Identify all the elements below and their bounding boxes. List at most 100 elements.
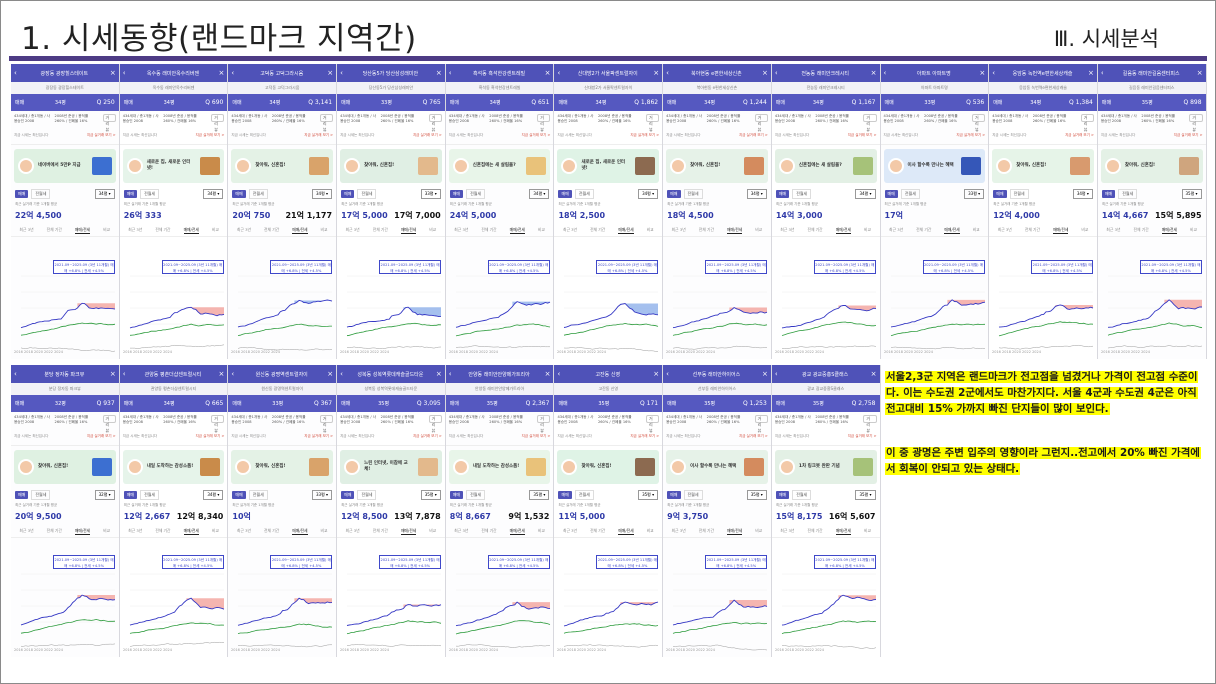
real-trade-link[interactable]: 지금 실거래 보기 > bbox=[847, 133, 877, 137]
ad-banner[interactable]: 네이버에서 5만P 지급 bbox=[14, 149, 116, 183]
trade-filter[interactable]: 매매 bbox=[341, 401, 351, 407]
tab-trade[interactable]: 매매 bbox=[123, 491, 138, 499]
back-icon[interactable]: ‹ bbox=[666, 69, 669, 77]
period-tab[interactable]: 전체 기간 bbox=[155, 528, 171, 533]
period-tab[interactable]: 매매/전세 bbox=[183, 227, 199, 234]
trade-filter[interactable]: 매매 bbox=[667, 401, 677, 407]
close-icon[interactable]: × bbox=[653, 370, 660, 378]
area-filter[interactable]: 34평 bbox=[163, 100, 175, 106]
period-tab[interactable]: 매매/전세 bbox=[944, 227, 960, 234]
area-filter[interactable]: 34평 bbox=[163, 401, 175, 407]
area-filter[interactable]: 35평 bbox=[1141, 100, 1153, 106]
trade-filter[interactable]: 매매 bbox=[232, 100, 242, 106]
trade-filter[interactable]: 매매 bbox=[123, 401, 133, 407]
period-tab[interactable]: 최근 3년 bbox=[780, 528, 795, 533]
period-tab[interactable]: 비교 bbox=[320, 528, 328, 533]
period-tab[interactable]: 전체 기간 bbox=[916, 227, 932, 232]
listing-count[interactable]: Q 171 bbox=[640, 400, 659, 407]
streetview-button[interactable]: 거리뷰 bbox=[319, 114, 334, 132]
trade-filter[interactable]: 매매 bbox=[558, 100, 568, 106]
close-icon[interactable]: × bbox=[218, 69, 225, 77]
real-trade-link[interactable]: 지금 실거래 보기 > bbox=[847, 434, 877, 438]
real-trade-link[interactable]: 지금 실거래 보기 > bbox=[195, 434, 225, 438]
tab-trade[interactable]: 매매 bbox=[993, 190, 1007, 198]
trade-filter[interactable]: 매매 bbox=[884, 100, 894, 106]
period-tab[interactable]: 비교 bbox=[103, 227, 111, 232]
period-tab[interactable]: 최근 3년 bbox=[671, 227, 686, 232]
streetview-button[interactable]: 거리뷰 bbox=[1080, 114, 1094, 132]
period-tab[interactable]: 최근 3년 bbox=[128, 227, 143, 232]
streetview-button[interactable]: 거리뷰 bbox=[102, 114, 116, 132]
tab-rent[interactable]: 전월세 bbox=[1009, 189, 1029, 199]
listing-count[interactable]: Q 651 bbox=[531, 99, 550, 106]
area-select[interactable]: 34평 ▾ bbox=[746, 189, 767, 199]
trade-filter[interactable]: 매매 bbox=[775, 401, 786, 407]
tab-rent[interactable]: 전월세 bbox=[574, 490, 594, 500]
streetview-button[interactable]: 거리뷰 bbox=[972, 114, 986, 132]
ad-banner[interactable]: 찾아줘, 신혼집! bbox=[992, 149, 1094, 183]
area-filter[interactable]: 34평 bbox=[812, 100, 824, 106]
ad-banner[interactable]: 내일 도착하는 감성소품! bbox=[448, 450, 551, 484]
streetview-button[interactable]: 거리뷰 bbox=[102, 415, 116, 433]
period-tab[interactable]: 전체 기간 bbox=[264, 528, 280, 533]
real-trade-link[interactable]: 지금 실거래 보기 > bbox=[304, 133, 334, 137]
back-icon[interactable]: ‹ bbox=[774, 370, 778, 378]
real-trade-link[interactable]: 지금 실거래 보기 > bbox=[630, 133, 660, 137]
tab-rent[interactable]: 전월세 bbox=[683, 189, 703, 199]
tab-rent[interactable]: 전월세 bbox=[900, 189, 920, 199]
tab-trade[interactable]: 매매 bbox=[558, 491, 572, 499]
trade-filter[interactable]: 매매 bbox=[775, 100, 786, 106]
area-filter[interactable]: 33평 bbox=[924, 100, 936, 106]
period-tab[interactable]: 매매/전세 bbox=[400, 227, 417, 234]
period-tab[interactable]: 전체 기간 bbox=[1133, 227, 1149, 232]
area-select[interactable]: 35평 ▾ bbox=[746, 490, 767, 500]
back-icon[interactable]: ‹ bbox=[448, 370, 452, 378]
period-tab[interactable]: 최근 3년 bbox=[128, 528, 143, 533]
back-icon[interactable]: ‹ bbox=[340, 69, 343, 77]
tab-trade[interactable]: 매매 bbox=[232, 190, 246, 198]
period-tab[interactable]: 매매/전세 bbox=[400, 528, 417, 535]
period-tab[interactable]: 최근 3년 bbox=[997, 227, 1012, 232]
period-tab[interactable]: 매매/전세 bbox=[183, 528, 199, 535]
period-tab[interactable]: 전체 기간 bbox=[46, 528, 62, 533]
trade-filter[interactable]: 매매 bbox=[1101, 100, 1112, 106]
area-select[interactable]: 33평 ▾ bbox=[420, 189, 441, 199]
close-icon[interactable]: × bbox=[979, 69, 986, 77]
back-icon[interactable]: ‹ bbox=[122, 69, 126, 77]
area-select[interactable]: 32평 ▾ bbox=[94, 490, 115, 500]
period-tab[interactable]: 전체 기간 bbox=[698, 528, 714, 533]
period-tab[interactable]: 비교 bbox=[1190, 227, 1198, 232]
tab-rent[interactable]: 전월세 bbox=[1118, 189, 1138, 199]
tab-rent[interactable]: 전월세 bbox=[574, 189, 594, 199]
listing-count[interactable]: Q 3,141 bbox=[308, 99, 333, 106]
area-filter[interactable]: 35평 bbox=[812, 401, 824, 407]
area-filter[interactable]: 34평 bbox=[54, 100, 66, 106]
area-filter[interactable]: 34평 bbox=[1030, 100, 1042, 106]
period-tab[interactable]: 비교 bbox=[1081, 227, 1089, 232]
real-trade-link[interactable]: 지금 실거래 보기 > bbox=[630, 434, 660, 438]
streetview-button[interactable]: 거리뷰 bbox=[1189, 114, 1203, 132]
area-filter[interactable]: 35평 bbox=[598, 401, 610, 407]
area-select[interactable]: 34평 ▾ bbox=[203, 490, 224, 500]
period-tab[interactable]: 전체 기간 bbox=[807, 227, 823, 232]
ad-banner[interactable]: 찾아줘, 신혼집! bbox=[231, 149, 334, 183]
area-filter[interactable]: 34평 bbox=[489, 100, 501, 106]
tab-trade[interactable]: 매매 bbox=[449, 190, 464, 198]
ad-banner[interactable]: 찾아줘, 신혼집! bbox=[666, 149, 768, 183]
tab-trade[interactable]: 매매 bbox=[884, 190, 898, 198]
tab-trade[interactable]: 매매 bbox=[558, 190, 572, 198]
area-select[interactable]: 34평 ▾ bbox=[529, 189, 550, 199]
listing-count[interactable]: Q 665 bbox=[205, 400, 224, 407]
listing-count[interactable]: Q 367 bbox=[313, 400, 333, 407]
streetview-button[interactable]: 거리뷰 bbox=[537, 114, 551, 132]
trade-filter[interactable]: 매매 bbox=[449, 401, 459, 407]
close-icon[interactable]: × bbox=[327, 69, 334, 77]
close-icon[interactable]: × bbox=[761, 69, 768, 77]
listing-count[interactable]: Q 1,253 bbox=[742, 400, 767, 407]
tab-rent[interactable]: 전월세 bbox=[792, 490, 812, 500]
period-tab[interactable]: 최근 3년 bbox=[19, 227, 34, 232]
tab-trade[interactable]: 매매 bbox=[15, 491, 29, 499]
period-tab[interactable]: 매매/전세 bbox=[509, 227, 525, 234]
period-tab[interactable]: 비교 bbox=[537, 528, 545, 533]
back-icon[interactable]: ‹ bbox=[231, 69, 235, 77]
